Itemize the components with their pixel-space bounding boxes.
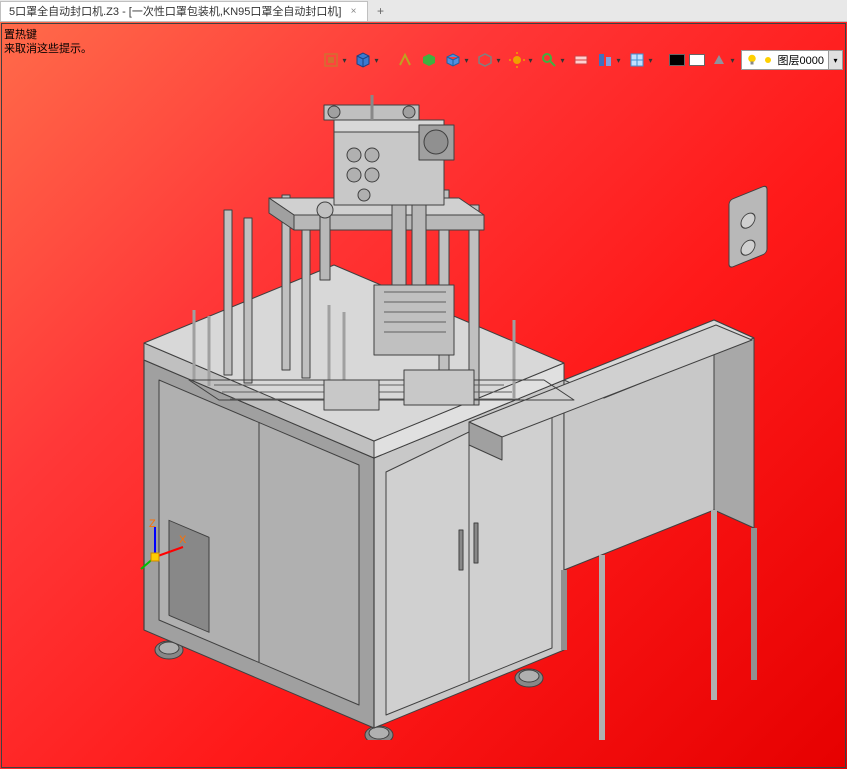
axis-gizmo[interactable]: X Z [135,517,195,577]
zoom-icon[interactable] [539,50,559,70]
hint-text: 置热键 来取消这些提示。 [0,26,96,58]
add-tab-button[interactable]: + [370,4,390,18]
cad-model [74,80,774,740]
close-icon[interactable]: × [347,5,359,17]
color-swatch-black[interactable] [669,54,685,66]
dropdown-icon[interactable]: ▾ [828,51,842,69]
tab-bar: 5口罩全自动封口机.Z3 - [一次性口罩包装机,KN95口罩全自动封口机] ×… [0,0,847,22]
transparency-icon[interactable] [709,50,729,70]
color-swatch-white[interactable] [689,54,705,66]
dropdown-icon[interactable]: ▾ [615,50,623,70]
document-tab[interactable]: 5口罩全自动封口机.Z3 - [一次性口罩包装机,KN95口罩全自动封口机] × [0,1,368,21]
display-mode-icon[interactable] [353,50,373,70]
dropdown-icon[interactable]: ▾ [373,50,381,70]
axis-x-label: X [179,534,187,546]
shaded-icon[interactable] [419,50,439,70]
axis-z-label: Z [149,518,156,530]
dropdown-icon[interactable]: ▾ [559,50,567,70]
box-icon[interactable] [475,50,495,70]
section-icon[interactable] [571,50,591,70]
sun-icon[interactable] [507,50,527,70]
dropdown-icon[interactable]: ▾ [341,50,349,70]
align-icon[interactable] [595,50,615,70]
layer-selector[interactable]: 图层0000 ▾ [741,50,843,70]
hint-line-2: 来取消这些提示。 [4,42,92,56]
wireframe-icon[interactable] [443,50,463,70]
dropdown-icon[interactable]: ▾ [729,50,737,70]
render-mode-icon[interactable] [395,50,415,70]
grid-icon[interactable] [627,50,647,70]
dropdown-icon[interactable]: ▾ [495,50,503,70]
dropdown-icon[interactable]: ▾ [647,50,655,70]
viewport-3d[interactable]: 置热键 来取消这些提示。 ▾ ▾ ▾ ▾ ▾ [0,22,847,769]
sun-small-icon [762,54,774,66]
tab-title: 5口罩全自动封口机.Z3 - [一次性口罩包装机,KN95口罩全自动封口机] [9,3,341,19]
viewport-toolbar: ▾ ▾ ▾ ▾ ▾ ▾ [321,48,843,72]
hint-line-1: 置热键 [4,28,92,42]
selection-filter-icon[interactable] [321,50,341,70]
dropdown-icon[interactable]: ▾ [527,50,535,70]
layer-label: 图层0000 [778,52,824,68]
bulb-icon [746,54,758,66]
dropdown-icon[interactable]: ▾ [463,50,471,70]
